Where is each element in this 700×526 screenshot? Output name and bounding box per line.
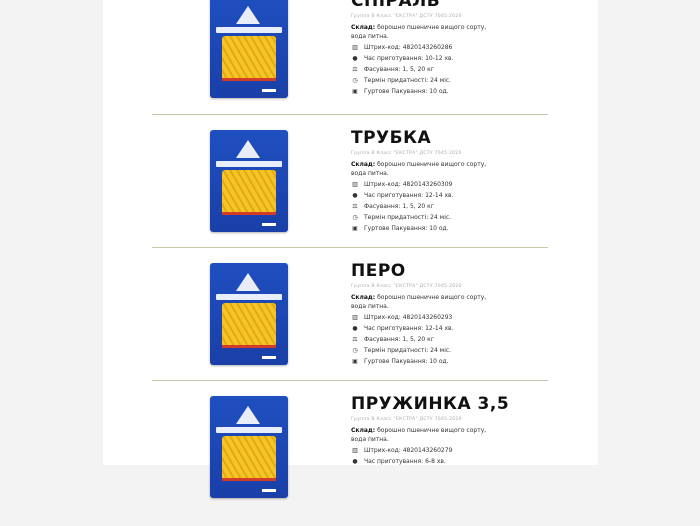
cooking-pot-icon: ● [352,192,358,200]
spec-pack: ⚖ Фасування: 1, 5, 20 кг [352,203,434,211]
spec-cook: ● Час приготування: 12-14 хв. [352,325,454,333]
barcode-icon: ▥ [352,181,358,189]
product-title[interactable]: ПЕРО [351,261,406,281]
box-icon: ▣ [352,88,358,96]
product-image[interactable] [210,130,288,232]
spec-shelf: ◷ Термін придатності: 24 міс. [352,347,452,355]
product-image[interactable] [210,0,288,98]
spec-pack: ⚖ Фасування: 1, 5, 20 кг [352,66,434,74]
box-icon: ▣ [352,358,358,366]
spec-bulk: ▣ Гуртове Пакування: 10 од. [352,88,449,96]
spec-bulk: ▣ Гуртове Пакування: 10 од. [352,358,449,366]
spec-bulk: ▣ Гуртове Пакування: 10 од. [352,225,449,233]
spec-shelf: ◷ Термін придатності: 24 міс. [352,214,452,222]
barcode-icon: ▥ [352,44,358,52]
product-title[interactable]: ПРУЖИНКА 3,5 [351,394,510,414]
product-title[interactable]: ТРУБКА [351,128,432,148]
cooking-pot-icon: ● [352,325,358,333]
spec-barcode: ▥ Штрих-код: 4820143260293 [352,314,453,322]
spec-cook: ● Час приготування: 12-14 хв. [352,192,454,200]
product-standard: Группа В Класс "ЕКСТРА" ДСТУ 7045:2020 [351,14,462,19]
product-row: ПЕРО Группа В Класс "ЕКСТРА" ДСТУ 7045:2… [103,259,598,393]
spec-barcode: ▥ Штрих-код: 4820143260279 [352,447,453,455]
cooking-pot-icon: ● [352,55,358,63]
product-row: СПІРАЛЬ Группа В Класс "ЕКСТРА" ДСТУ 704… [103,0,598,127]
box-icon: ▣ [352,225,358,233]
product-title[interactable]: СПІРАЛЬ [351,0,441,11]
spec-cook: ● Час приготування: 10-12 хв. [352,55,454,63]
clock-icon: ◷ [352,214,358,222]
spec-cook: ● Час приготування: 6-8 хв. [352,458,446,466]
divider [152,380,548,381]
spec-barcode: ▥ Штрих-код: 4820143260286 [352,44,453,52]
spec-pack: ⚖ Фасування: 1, 5, 20 кг [352,336,434,344]
spec-barcode: ▥ Штрих-код: 4820143260309 [352,181,453,189]
product-composition: Склад: борошно пшеничне вищого сорту, во… [351,24,487,40]
scale-icon: ⚖ [352,203,358,211]
product-composition: Склад: борошно пшеничне вищого сорту, во… [351,161,487,177]
product-composition: Склад: борошно пшеничне вищого сорту, во… [351,427,487,443]
scale-icon: ⚖ [352,336,358,344]
product-composition: Склад: борошно пшеничне вищого сорту, во… [351,294,487,310]
scale-icon: ⚖ [352,66,358,74]
divider [152,247,548,248]
product-row: ПРУЖИНКА 3,5 Группа В Класс "ЕКСТРА" ДСТ… [103,392,598,526]
barcode-icon: ▥ [352,447,358,455]
clock-icon: ◷ [352,347,358,355]
product-standard: Группа В Класс "ЕКСТРА" ДСТУ 7045:2020 [351,151,462,156]
divider [152,114,548,115]
product-image[interactable] [210,396,288,498]
clock-icon: ◷ [352,77,358,85]
product-row: ТРУБКА Группа В Класс "ЕКСТРА" ДСТУ 7045… [103,126,598,260]
spec-shelf: ◷ Термін придатності: 24 міс. [352,77,452,85]
product-list: СПІРАЛЬ Группа В Класс "ЕКСТРА" ДСТУ 704… [103,0,598,498]
product-image[interactable] [210,263,288,365]
cooking-pot-icon: ● [352,458,358,466]
barcode-icon: ▥ [352,314,358,322]
product-standard: Группа В Класс "ЕКСТРА" ДСТУ 7045:2020 [351,284,462,289]
product-standard: Группа В Класс "ЕКСТРА" ДСТУ 7045:2020 [351,417,462,422]
